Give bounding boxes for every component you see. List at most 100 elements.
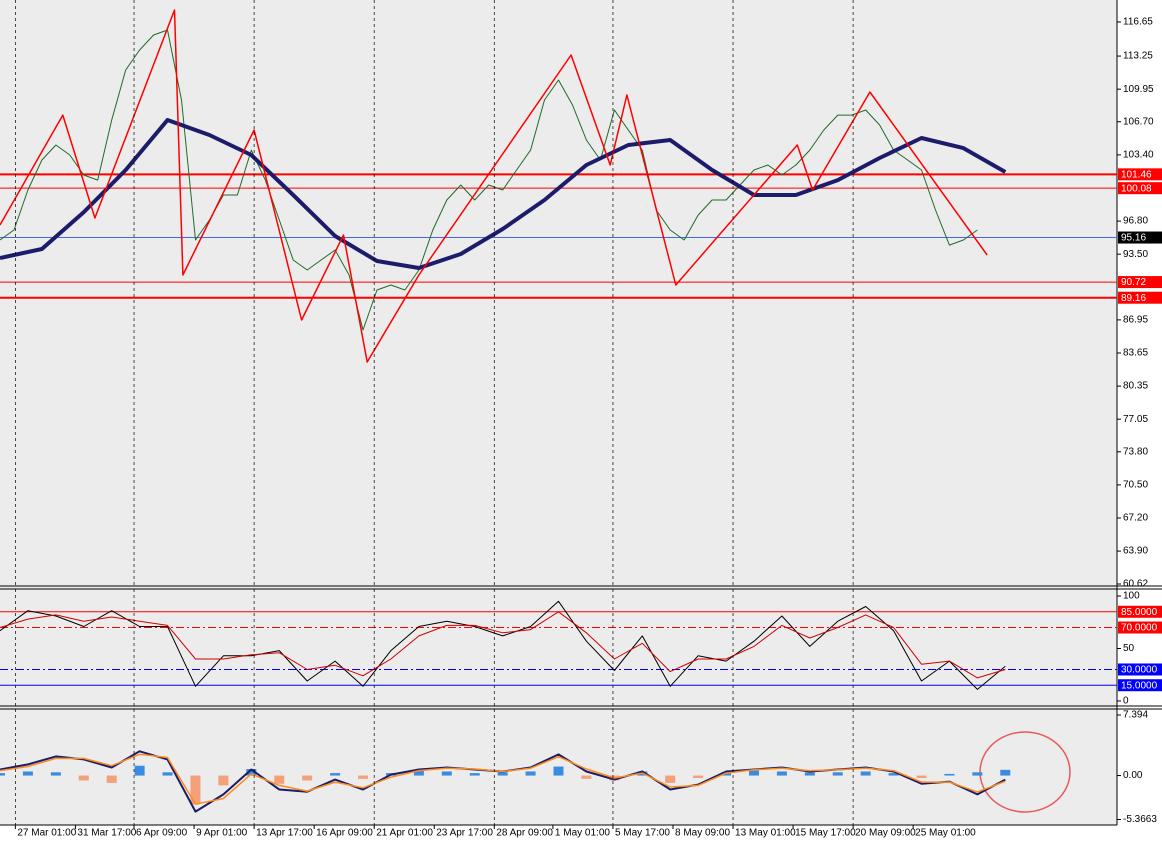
level-label-box: [1118, 679, 1162, 692]
level-label: 101.46: [1121, 169, 1152, 180]
level-label-box: [1118, 168, 1162, 181]
x-tick-label: 5 May 17:00: [615, 828, 670, 839]
y-tick-label: 63.90: [1123, 546, 1148, 557]
x-tick-label: 25 May 01:00: [915, 828, 976, 839]
x-tick-label: 6 Apr 09:00: [136, 828, 188, 839]
histogram-bar: [441, 771, 452, 776]
histogram-bar: [190, 775, 201, 805]
y-tick-label: 106.70: [1123, 116, 1154, 127]
level-label-box: [1118, 231, 1162, 244]
y-tick-label: 0: [1123, 696, 1129, 707]
x-tick-label: 21 Apr 01:00: [376, 828, 433, 839]
histogram-bar: [525, 771, 536, 776]
y-tick-label: 93.50: [1123, 249, 1148, 260]
histogram-bar: [330, 773, 341, 776]
histogram-bar: [413, 770, 424, 776]
x-tick-label: 8 May 09:00: [675, 828, 730, 839]
histogram-bar: [302, 775, 313, 781]
series-line: [0, 753, 1006, 805]
series-line: [0, 29, 978, 331]
x-tick-label: 1 May 01:00: [555, 828, 610, 839]
histogram-bar: [804, 772, 815, 776]
histogram-bar: [162, 772, 173, 776]
series-line: [0, 118, 1007, 270]
histogram-bar: [274, 775, 285, 784]
x-tick-label: 28 Apr 09:00: [496, 828, 553, 839]
y-tick-label: 70.50: [1123, 480, 1148, 491]
y-tick-label: 77.05: [1123, 414, 1148, 425]
time-axis: [0, 825, 1162, 841]
histogram-bar: [218, 775, 229, 786]
y-tick-label: 100: [1123, 591, 1140, 602]
histogram-bar: [916, 775, 927, 779]
histogram-bar: [581, 775, 592, 779]
histogram-bar: [22, 771, 33, 776]
histogram-bar: [0, 773, 5, 776]
level-label: 90.72: [1121, 277, 1146, 288]
y-tick-label: -5.3663: [1123, 814, 1157, 825]
level-label: 15.0000: [1121, 680, 1158, 691]
x-tick-label: 31 Mar 17:00: [77, 828, 136, 839]
y-tick-label: 60.62: [1123, 579, 1148, 590]
histogram-bar: [776, 771, 787, 776]
level-label-box: [1118, 182, 1162, 195]
y-tick-label: 80.35: [1123, 381, 1148, 392]
histogram-bar: [134, 765, 145, 776]
y-tick-label: 103.40: [1123, 150, 1154, 161]
y-tick-label: 86.95: [1123, 315, 1148, 326]
x-tick-label: 9 Apr 01:00: [196, 828, 248, 839]
y-tick-label: 0.00: [1123, 770, 1143, 781]
y-tick-label: 73.80: [1123, 446, 1148, 457]
histogram-bar: [106, 775, 117, 783]
histogram-bar: [748, 770, 759, 776]
level-label-box: [1118, 291, 1162, 304]
histogram-bar: [246, 769, 257, 776]
level-label: 85.0000: [1121, 607, 1158, 618]
histogram-bar: [665, 775, 676, 783]
x-tick-label: 16 Apr 09:00: [316, 828, 373, 839]
series-line: [0, 9, 988, 363]
level-label: 70.0000: [1121, 623, 1158, 634]
price-axis: [1117, 0, 1162, 841]
level-label-box: [1118, 621, 1162, 634]
histogram-bar: [693, 775, 704, 779]
y-tick-label: 50: [1123, 643, 1135, 654]
x-tick-label: 23 Apr 17:00: [436, 828, 493, 839]
annotation-circle: [979, 731, 1071, 813]
y-tick-label: 7.394: [1123, 710, 1148, 721]
level-label: 89.16: [1121, 293, 1146, 304]
y-tick-label: 67.20: [1123, 513, 1148, 524]
y-tick-label: 116.65: [1123, 17, 1153, 28]
level-label: 100.08: [1121, 183, 1152, 194]
y-tick-label: 96.80: [1123, 216, 1148, 227]
y-tick-label: 113.25: [1123, 51, 1153, 62]
histogram-bar: [469, 773, 480, 776]
level-label-box: [1118, 663, 1162, 676]
level-label: 30.0000: [1121, 665, 1158, 676]
plot-area: [0, 0, 1117, 825]
histogram-bar: [888, 773, 899, 776]
histogram-bar: [78, 775, 89, 781]
histogram-bar: [972, 772, 983, 776]
level-label: 95.16: [1121, 233, 1146, 244]
histogram-bar: [497, 772, 508, 776]
x-tick-label: 20 May 09:00: [855, 828, 916, 839]
histogram-bar: [358, 775, 369, 779]
y-tick-label: 83.65: [1123, 348, 1148, 359]
histogram-bar: [832, 772, 843, 776]
histogram-bar: [553, 766, 564, 776]
y-tick-label: 109.95: [1123, 84, 1154, 95]
level-label-box: [1118, 276, 1162, 289]
histogram-bar: [1000, 769, 1011, 776]
series-line: [0, 611, 1006, 679]
x-tick-label: 27 Mar 01:00: [17, 828, 76, 839]
histogram-bar: [50, 772, 61, 776]
histogram-bar: [944, 773, 955, 776]
series-line: [0, 600, 1006, 690]
x-tick-label: 13 May 01:00: [735, 828, 796, 839]
x-tick-label: 13 Apr 17:00: [256, 828, 313, 839]
x-tick-label: 15 May 17:00: [795, 828, 856, 839]
histogram-bar: [860, 771, 871, 776]
level-label-box: [1118, 605, 1162, 618]
